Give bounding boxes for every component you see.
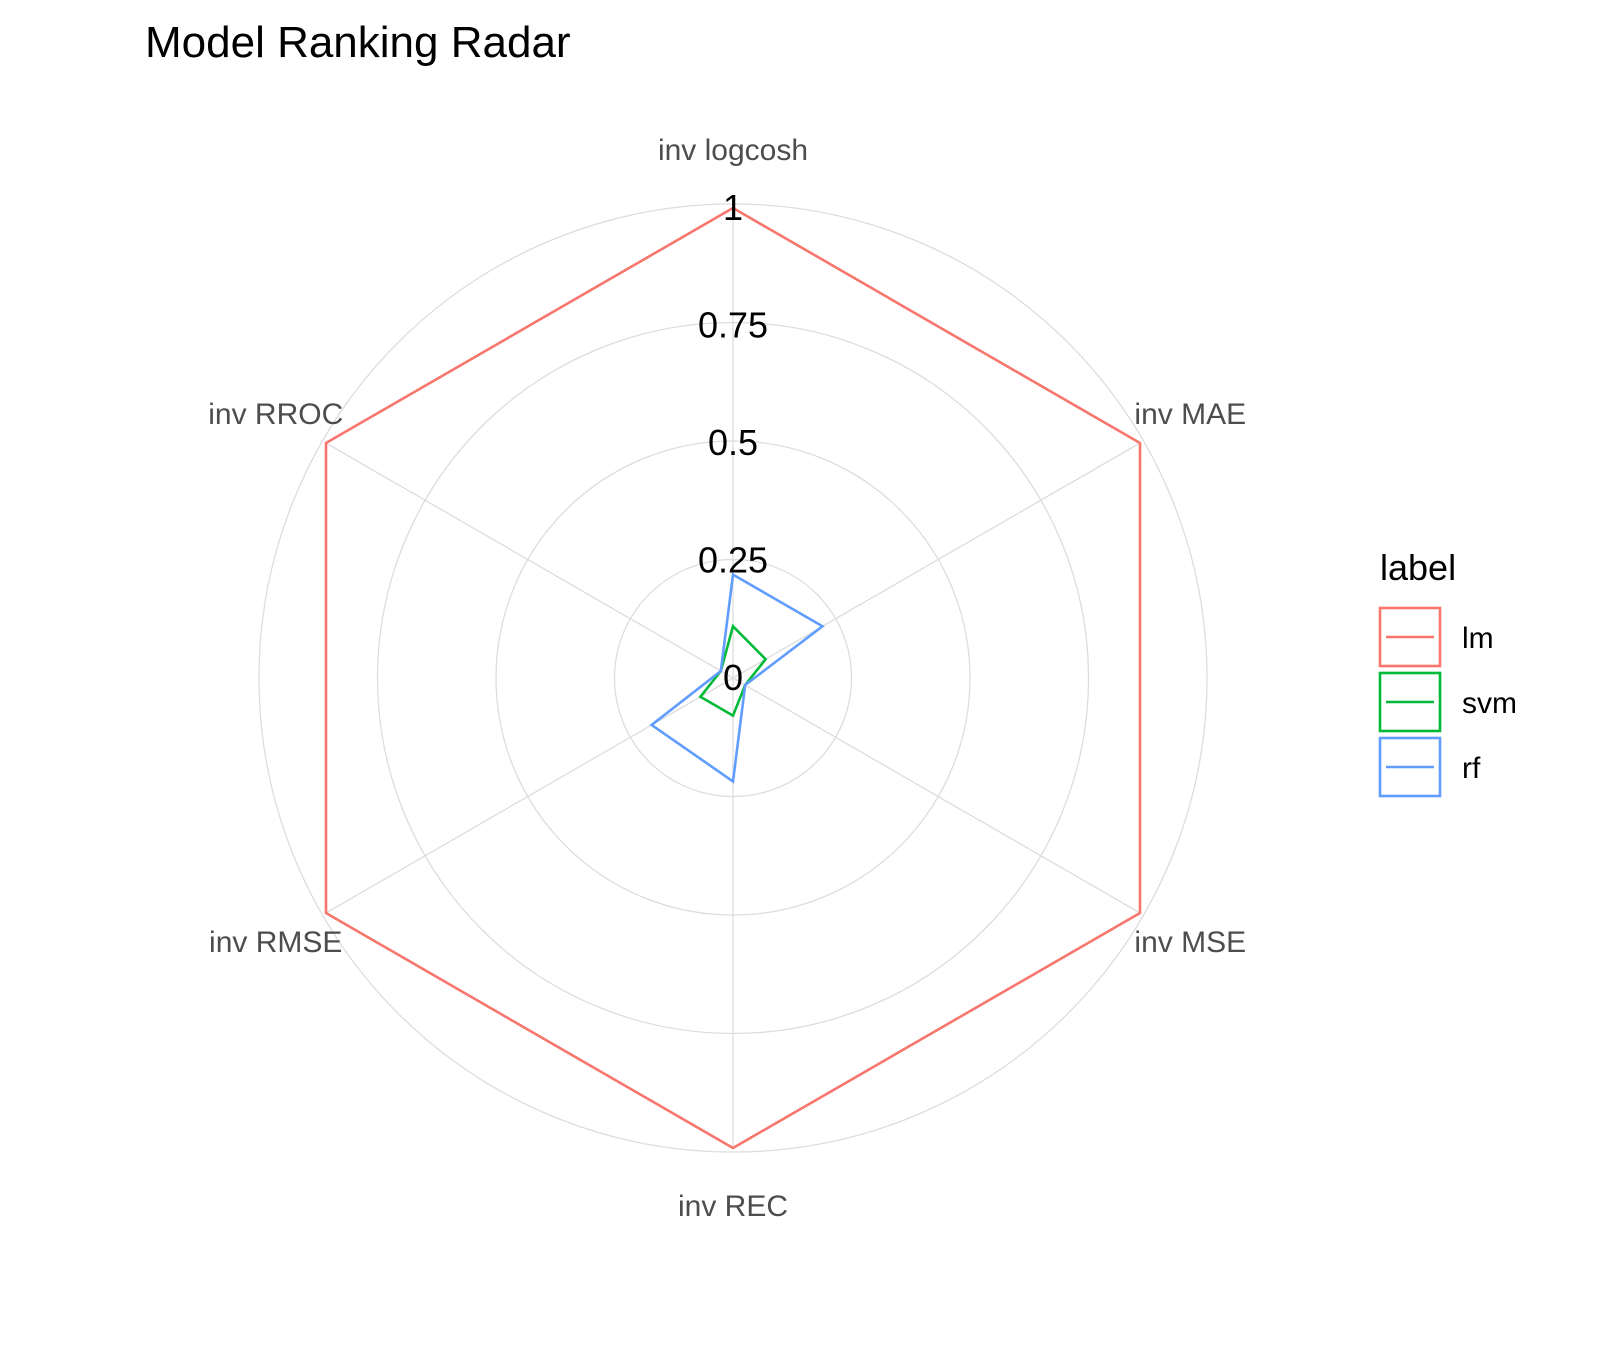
- axis-label: inv RMSE: [209, 926, 342, 959]
- legend-item-svm: svm: [1378, 671, 1517, 733]
- axis-label: inv RROC: [208, 398, 343, 431]
- legend-item-lm: lm: [1378, 606, 1494, 668]
- radar-spokes: [325, 208, 1141, 1148]
- legend-label: lm: [1462, 622, 1494, 655]
- spoke-line: [732, 442, 1141, 679]
- grid-ring: [258, 203, 1208, 1153]
- chart-title: Model Ranking Radar: [145, 18, 571, 67]
- spoke-line: [325, 677, 734, 914]
- axis-label: inv logcosh: [658, 134, 808, 167]
- legend-title: label: [1380, 547, 1456, 588]
- radial-tick-label: 1: [723, 187, 743, 228]
- axis-label: inv MAE: [1134, 398, 1246, 431]
- spoke-line: [325, 442, 734, 679]
- series-lm: [324, 206, 1142, 1150]
- legend: label lm svm rf: [1378, 547, 1517, 798]
- radial-tick-labels: 0 0.25 0.5 0.75 1: [698, 187, 768, 698]
- axis-labels: inv logcosh inv MAE inv MSE inv REC inv RMSE…: [208, 134, 1246, 1223]
- radial-tick-label: 0.5: [708, 422, 758, 463]
- legend-label: svm: [1462, 687, 1517, 720]
- radial-tick-label: 0.25: [698, 540, 768, 581]
- series-rf: [649, 572, 825, 784]
- radial-tick-label: 0.75: [698, 305, 768, 346]
- radial-tick-label: 0: [723, 657, 743, 698]
- axis-label: inv REC: [678, 1190, 788, 1223]
- legend-item-rf: rf: [1378, 736, 1481, 798]
- legend-label: rf: [1462, 752, 1481, 785]
- legend-items: lm svm rf: [1378, 606, 1517, 798]
- spoke-line: [732, 677, 1141, 914]
- axis-label: inv MSE: [1134, 926, 1246, 959]
- series-layer: [324, 206, 1142, 1150]
